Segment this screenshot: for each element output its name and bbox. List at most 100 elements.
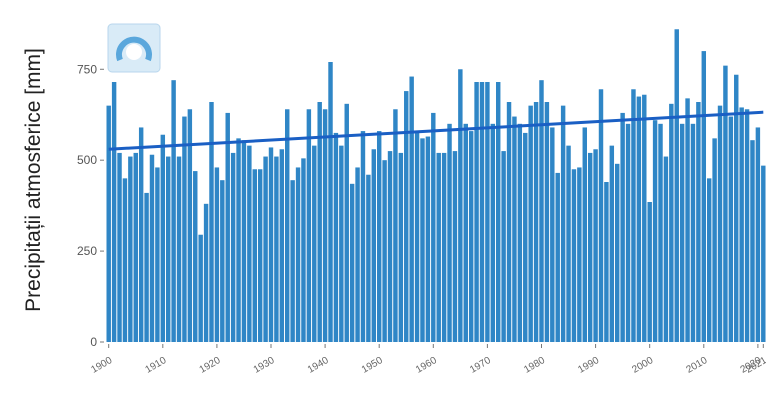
bar-1969 [479,82,485,342]
bar-1953 [393,109,398,343]
bar-1990 [593,149,598,342]
bar-1934 [290,180,295,342]
bar-1996 [625,123,631,342]
bar-1937 [306,109,312,343]
bar-1965 [458,69,463,343]
bar-1983 [555,172,560,342]
bar-1964 [452,151,458,342]
bar-2014 [723,65,728,342]
bar-1961 [436,152,441,342]
bar-2013 [717,105,723,342]
x-tick-label-2010: 2010 [685,355,710,376]
bar-1909 [155,167,160,342]
bar-1992 [604,182,609,342]
bar-1905 [133,152,138,342]
bar-1978 [528,105,533,342]
bar-1968 [474,82,479,342]
bar-1906 [138,127,144,342]
bar-1935 [295,167,301,342]
bar-2002 [658,123,663,342]
bar-1900 [106,105,111,342]
bar-1963 [447,123,452,342]
bar-1942 [333,132,339,342]
bar-1955 [404,91,409,342]
bar-1944 [344,103,349,342]
bar-2018 [744,109,750,343]
bar-1994 [615,163,620,342]
bar-1924 [236,138,241,342]
bar-1982 [550,127,555,342]
bar-1921 [220,180,225,342]
bar-1904 [128,156,133,342]
y-tick-label-750: 750 [77,62,97,76]
bar-1991 [598,89,604,343]
bar-2006 [679,123,685,342]
y-axis-label: Precipitații atmosferice [mm] [22,48,45,312]
bar-1952 [387,151,393,342]
bar-1947 [360,131,366,342]
bar-1903 [122,178,128,342]
bar-1973 [501,151,506,342]
bar-1908 [149,154,155,342]
bar-1943 [339,145,344,342]
bar-1962 [441,152,447,342]
bar-1998 [636,96,642,342]
bar-1988 [582,127,587,342]
bar-1971 [490,123,496,342]
bar-1967 [468,131,474,342]
bar-2015 [728,116,734,342]
bar-1936 [301,158,306,342]
bar-series [106,29,766,343]
bar-1926 [247,145,252,342]
bar-1938 [312,145,317,342]
bar-1981 [544,102,550,342]
bar-1987 [577,167,582,342]
x-tick-label-1900: 1900 [89,355,114,376]
bar-1941 [328,62,333,342]
bar-1995 [620,112,625,342]
bar-2004 [669,103,674,342]
bar-2009 [696,102,701,342]
logo-badge [107,23,161,73]
x-tick-label-1930: 1930 [252,355,277,376]
bar-1946 [355,167,360,342]
bar-1960 [431,112,436,342]
bar-1912 [171,80,176,343]
trend-line [108,110,764,151]
x-tick-label-1970: 1970 [468,355,493,376]
x-tick-label-1910: 1910 [144,355,169,376]
bar-1910 [160,134,166,342]
bar-1940 [322,109,328,343]
bar-2000 [647,202,652,342]
bar-1958 [420,138,425,342]
y-tick-label-250: 250 [77,244,97,258]
bar-1980 [539,80,544,343]
bar-1931 [274,156,279,342]
bar-2005 [674,29,679,343]
bar-1923 [230,152,236,342]
bar-2019 [750,140,755,342]
bar-1957 [414,132,420,342]
bar-1954 [398,152,404,342]
bar-1927 [252,169,257,342]
bar-1949 [371,149,377,342]
bar-1925 [241,140,247,342]
bar-1933 [285,109,290,343]
bar-1928 [257,169,263,342]
bar-1917 [198,234,203,342]
bar-1972 [496,82,501,342]
bar-1922 [225,112,230,342]
y-axis: 0 250 500 750 [77,62,104,349]
bar-1979 [533,102,539,342]
bar-1907 [144,192,149,342]
bar-1999 [642,94,647,342]
bar-1930 [268,147,274,342]
x-tick-label-1980: 1980 [522,355,547,376]
x-tick-label-1940: 1940 [306,355,331,376]
bar-1913 [176,156,182,342]
bar-2021 [761,165,766,342]
bar-1975 [512,116,517,342]
bar-1984 [560,105,566,342]
